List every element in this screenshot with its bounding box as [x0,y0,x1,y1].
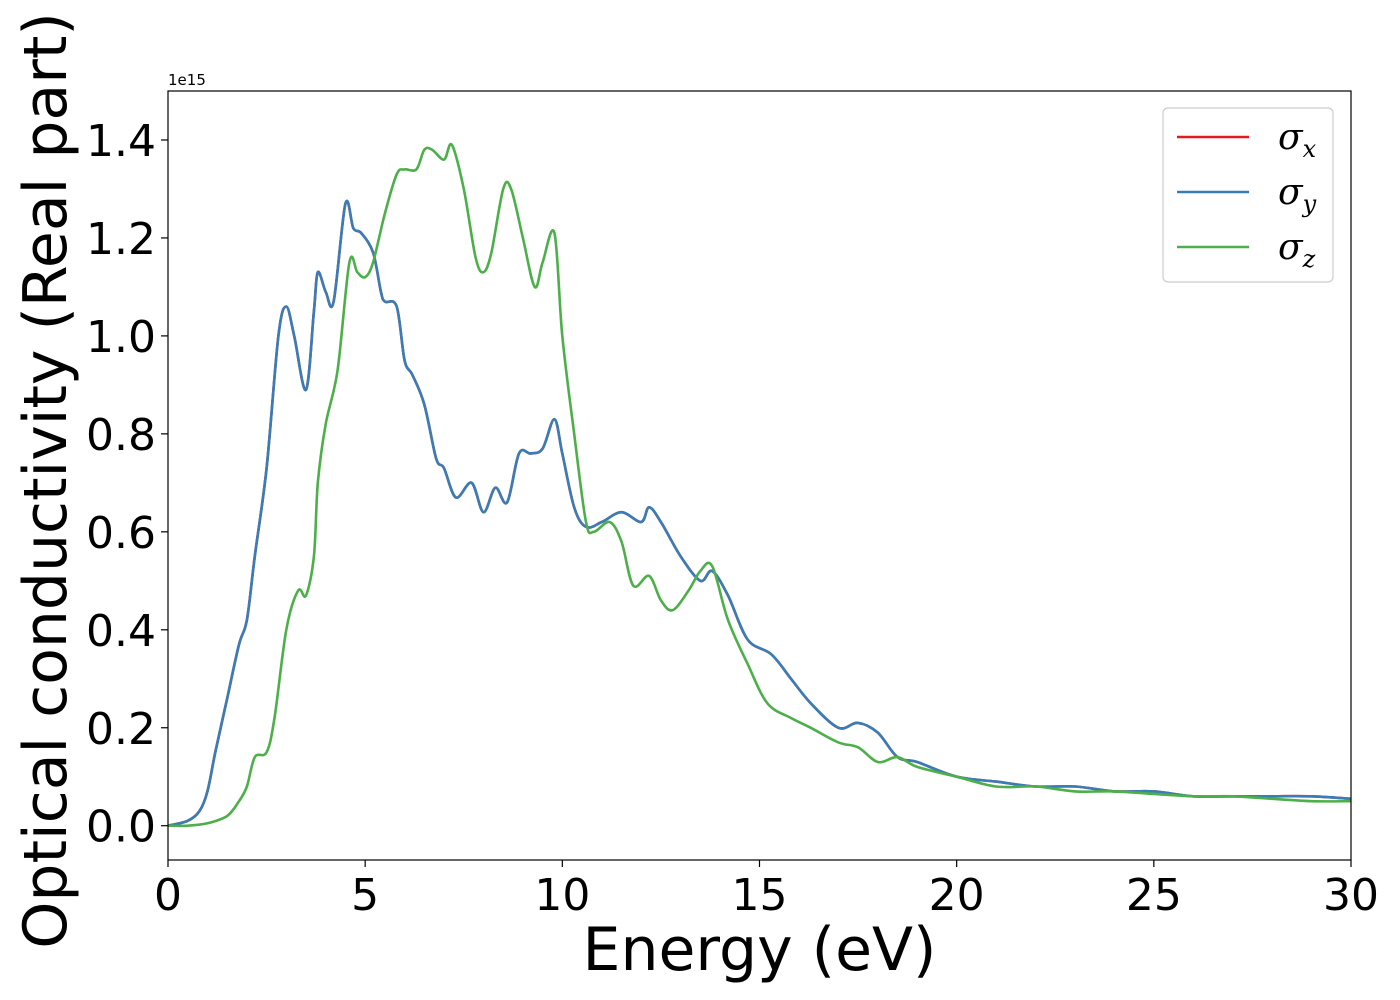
y-offset-label: 1e15 [168,71,206,89]
legend-symbol: σ [1278,117,1304,158]
legend-box [1162,107,1334,283]
y-tick-label: 1.4 [86,116,156,167]
legend-subscript: x [1303,135,1317,163]
x-axis-ticks: 0 5 10 15 20 25 30 [154,860,1379,921]
y-tick-label: 1.2 [86,214,156,265]
x-tick-label: 5 [351,870,379,921]
y-axis-ticks: 0.0 0.2 0.4 0.6 0.8 1.0 1.2 1.4 [86,116,168,853]
x-tick-label: 20 [929,870,985,921]
y-tick-label: 0.0 [86,802,156,853]
legend-subscript: z [1302,245,1316,273]
legend-label-x: σx [1278,117,1317,163]
series-line-z [168,142,1351,828]
x-tick-label: 10 [534,870,590,921]
x-axis-label: Energy (eV) [583,915,937,985]
legend-label-z: σz [1278,227,1316,273]
x-tick-label: 0 [154,870,182,921]
legend-symbol: σ [1278,172,1304,213]
legend-label-y: σy [1278,172,1317,218]
y-tick-label: 0.2 [86,704,156,755]
series-lines [168,142,1351,828]
y-tick-label: 0.4 [86,606,156,657]
x-tick-label: 25 [1126,870,1182,921]
y-tick-label: 0.8 [86,410,156,461]
legend-subscript: y [1302,190,1317,218]
legend-symbol: σ [1278,227,1304,268]
y-tick-label: 1.0 [86,312,156,363]
y-tick-label: 0.6 [86,508,156,559]
x-tick-label: 30 [1323,870,1379,921]
x-tick-label: 15 [732,870,788,921]
y-axis-label: Optical conductivity (Real part) [11,12,81,949]
